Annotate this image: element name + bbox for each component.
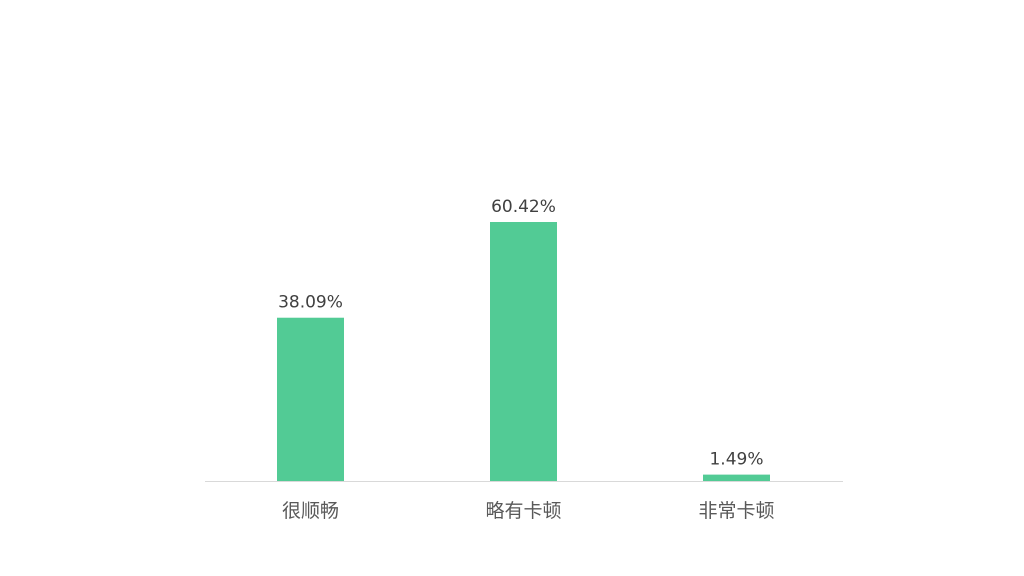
bar: [490, 222, 557, 481]
x-tick-label: 略有卡顿: [485, 500, 561, 522]
bar: [703, 474, 770, 481]
x-tick-label: 很顺畅: [282, 500, 339, 522]
data-label: 60.42%: [491, 197, 556, 217]
x-tick-label: 非常卡顿: [698, 500, 774, 522]
data-label: 1.49%: [709, 450, 763, 470]
data-label: 38.09%: [278, 293, 343, 313]
bar: [277, 317, 344, 481]
